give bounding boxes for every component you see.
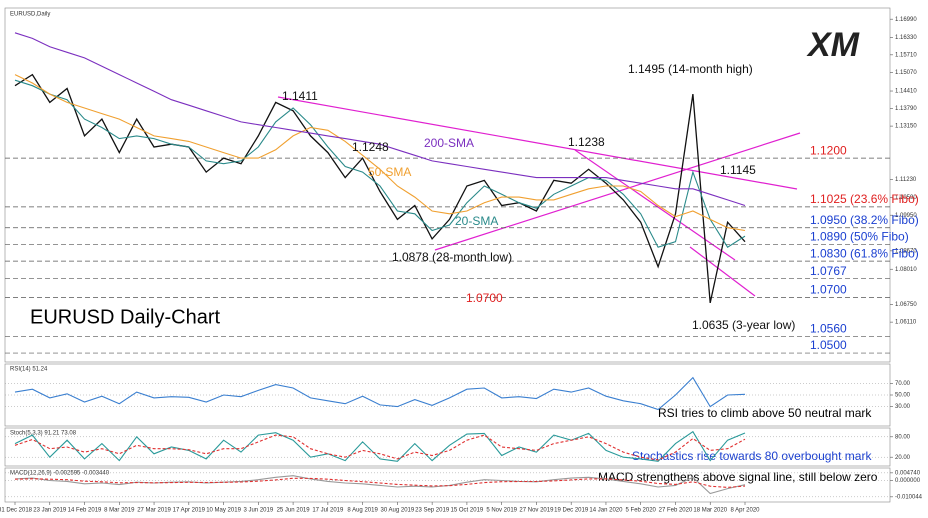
annotation: 1.0635 (3-year low) [692,318,795,332]
y-tick-label: 50.00 [895,393,911,399]
x-tick-label: 27 Feb 2020 [659,508,693,514]
series-line [14,79,746,248]
x-tick-label: 5 Nov 2019 [486,508,517,514]
x-tick-label: 25 Jun 2019 [277,508,311,514]
series-line [14,32,746,207]
series-line [14,477,746,488]
series-line [14,430,746,462]
level-label: 1.0560 [810,322,847,336]
y-tick-label: 80.00 [895,434,911,440]
x-tick-label: 27 Nov 2019 [519,508,554,514]
x-tick-label: 23 Jan 2019 [33,508,67,514]
logo: XM [806,26,860,64]
annotation: 1.1248 [352,140,389,154]
series-name: 200-SMA [424,136,474,150]
y-tick-label: 1.06110 [895,320,917,326]
level-label: 1.0767 [810,264,847,278]
macd-note: MACD strengthens above signal line, stil… [598,470,878,484]
y-tick-label: 1.16990 [895,17,917,23]
y-tick-label: 1.13790 [895,106,917,112]
y-tick-label: 1.14410 [895,89,917,95]
stoch-note: Stochastics rise towards 80 overbought m… [632,449,872,463]
x-tick-label: 23 Sep 2019 [415,508,450,514]
x-tick-label: 14 Jan 2020 [589,508,623,514]
main-frame [4,7,891,363]
rsi-title: RSI(14) 51.24 [10,367,48,373]
level-label: 1.1200 [810,143,847,157]
level-label: 1.1025 (23.6% Fibo) [810,192,919,206]
stoch-title: Stoch(5,3,3) 91.21 73.08 [10,431,77,437]
macd-frame [4,467,891,503]
level-label: 1.0700 [810,283,847,297]
annotation: 1.1411 [282,89,318,103]
annotation: 1.0878 (28-month low) [392,250,512,264]
y-tick-label: 1.10590 [895,195,917,201]
trend-line [689,246,756,297]
y-tick-label: 1.15710 [895,52,917,58]
y-tick-label: 1.09950 [895,213,917,219]
x-tick-label: 8 Aug 2019 [347,508,378,514]
y-tick-label: 1.11230 [895,177,917,183]
series-name: 50-SMA [368,165,411,179]
y-tick-label: 1.13150 [895,124,917,130]
main-title: EURUSD,Daily [10,12,50,18]
series-line [14,376,746,411]
y-tick-label: 1.08670 [895,248,917,254]
trend-line [434,132,801,251]
series-line [14,74,746,232]
y-tick-label: 1.16330 [895,35,917,41]
y-tick-label: 70.00 [895,381,911,387]
x-tick-label: 27 Mar 2019 [137,508,171,514]
rsi-note: RSI tries to climb above 50 neutral mark [658,406,872,420]
y-tick-label: 1.15070 [895,70,917,76]
y-tick-label: 0.000000 [895,478,921,484]
annotation: 1.1238 [568,135,605,149]
y-tick-label: 0.004740 [895,470,921,476]
x-tick-label: 18 Mar 2020 [693,508,727,514]
x-tick-label: 10 May 2019 [206,508,241,514]
x-tick-label: 17 Apr 2019 [173,508,206,514]
x-tick-label: 15 Oct 2019 [451,508,484,514]
annotation: 1.1495 (14-month high) [628,62,753,76]
level-label: 1.0500 [810,338,847,352]
x-tick-label: 8 Mar 2019 [104,508,135,514]
y-tick-label: 1.06750 [895,302,917,308]
x-tick-label: 8 Apr 2020 [730,508,760,514]
x-tick-label: 31 Dec 2018 [0,508,33,514]
chart-heading: EURUSD Daily-Chart [30,306,220,328]
trend-line [574,149,736,261]
y-tick-label: -0.010044 [895,494,923,500]
trend-lines [277,96,801,297]
series-line [14,434,746,461]
series-line [14,73,746,304]
x-tick-label: 17 Jul 2019 [312,508,344,514]
y-tick-label: 30.00 [895,404,911,410]
series-name: 20-SMA [455,214,498,228]
x-tick-label: 5 Feb 2020 [626,508,657,514]
y-tick-label: 20.00 [895,455,911,461]
y-tick-label: 1.08010 [895,267,917,273]
level-label: 1.0830 (61.8% Fibo) [810,246,919,260]
macd-title: MACD(12,26,9) -0.002595 -0.003440 [10,471,110,477]
trend-line [277,96,798,190]
annotation: 1.0700 [466,291,503,305]
x-tick-label: 3 Jun 2019 [243,508,273,514]
x-tick-label: 14 Feb 2019 [68,508,102,514]
x-tick-label: 19 Dec 2019 [554,508,589,514]
annotation: 1.1145 [720,163,756,177]
stoch-frame [4,427,891,467]
level-label: 1.0950 (38.2% Fibo) [810,213,919,227]
x-tick-label: 30 Aug 2019 [381,508,415,514]
level-label: 1.0890 (50% Fibo) [810,230,909,244]
